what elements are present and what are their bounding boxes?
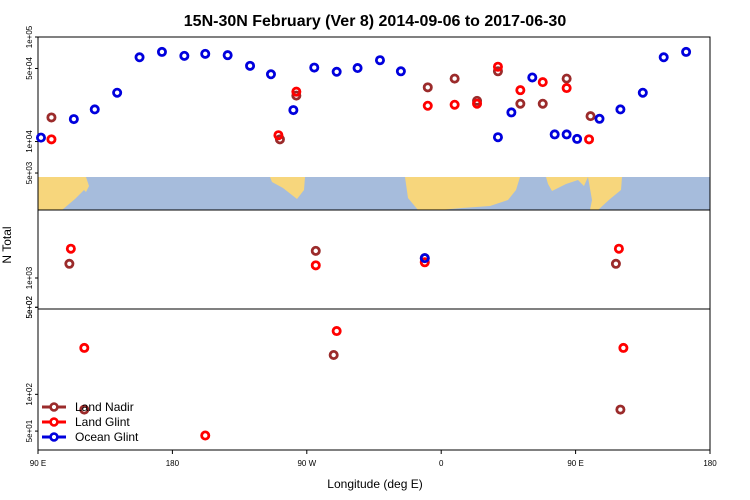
data-point bbox=[222, 50, 233, 61]
data-point bbox=[331, 326, 342, 337]
legend-label: Land Nadir bbox=[75, 400, 134, 414]
data-point bbox=[637, 87, 648, 98]
data-point bbox=[572, 133, 583, 144]
y-tick-label: 5e+03 bbox=[25, 161, 34, 184]
data-point bbox=[64, 258, 75, 269]
legend-marker bbox=[49, 432, 59, 442]
data-point bbox=[374, 55, 385, 66]
data-point bbox=[134, 52, 145, 63]
data-point bbox=[506, 107, 517, 118]
data-point bbox=[419, 257, 430, 268]
y-tick-label: 1e+02 bbox=[25, 383, 34, 406]
data-point bbox=[549, 129, 560, 140]
chart-title: 15N-30N February (Ver 8) 2014-09-06 to 2… bbox=[184, 13, 567, 30]
data-point bbox=[658, 52, 669, 63]
data-point bbox=[492, 61, 503, 72]
data-point bbox=[681, 46, 692, 57]
data-points bbox=[35, 46, 692, 441]
y-tick-label: 5e+04 bbox=[25, 57, 34, 80]
legend-label: Ocean Glint bbox=[75, 430, 139, 444]
data-point bbox=[422, 82, 433, 93]
data-point bbox=[291, 86, 302, 97]
data-point bbox=[395, 66, 406, 77]
world-map-strip bbox=[38, 177, 710, 210]
y-tick-label: 1e+05 bbox=[25, 25, 34, 48]
data-point bbox=[46, 112, 57, 123]
x-tick-label: 90 W bbox=[297, 459, 316, 468]
data-point bbox=[46, 134, 57, 145]
data-point bbox=[79, 342, 90, 353]
data-point bbox=[527, 72, 538, 83]
x-tick-label: 0 bbox=[439, 459, 444, 468]
x-axis-label: Longitude (deg E) bbox=[327, 477, 422, 491]
data-point bbox=[288, 105, 299, 116]
data-point bbox=[310, 260, 321, 271]
legend-marker bbox=[49, 417, 59, 427]
data-point bbox=[156, 46, 167, 57]
data-point bbox=[515, 85, 526, 96]
data-point bbox=[585, 111, 596, 122]
data-point bbox=[610, 258, 621, 269]
x-tick-label: 90 E bbox=[30, 459, 46, 468]
data-point bbox=[331, 66, 342, 77]
data-point bbox=[245, 60, 256, 71]
y-tick-label: 5e+01 bbox=[25, 419, 34, 442]
data-point bbox=[65, 243, 76, 254]
data-point bbox=[310, 245, 321, 256]
data-point bbox=[79, 404, 90, 415]
y-tick-label: 5e+02 bbox=[25, 295, 34, 318]
y-tick-label: 5e+02 bbox=[25, 295, 34, 318]
data-point bbox=[613, 243, 624, 254]
data-point bbox=[561, 83, 572, 94]
data-point bbox=[179, 50, 190, 61]
data-point bbox=[112, 87, 123, 98]
data-point bbox=[89, 104, 100, 115]
data-point bbox=[309, 62, 320, 73]
data-point bbox=[291, 90, 302, 101]
y-axis-label: N Total bbox=[0, 226, 14, 263]
x-axis: 90 E 180 90 W 0 90 E 180 bbox=[30, 450, 717, 468]
data-point bbox=[561, 73, 572, 84]
y-tick-label: 1e+03 bbox=[25, 266, 34, 289]
data-point bbox=[618, 342, 629, 353]
data-point bbox=[273, 130, 284, 141]
legend-label: Land Glint bbox=[75, 415, 130, 429]
data-point bbox=[537, 98, 548, 109]
data-point bbox=[352, 63, 363, 74]
data-point bbox=[419, 253, 430, 264]
y-tick-label: 1e+04 bbox=[25, 130, 34, 153]
legend-marker bbox=[49, 402, 59, 412]
data-point bbox=[584, 134, 595, 145]
data-point bbox=[472, 98, 483, 109]
x-tick-label: 180 bbox=[703, 459, 717, 468]
data-point bbox=[492, 66, 503, 77]
x-tick-label: 90 E bbox=[567, 459, 583, 468]
data-point bbox=[35, 132, 46, 143]
data-point bbox=[68, 114, 79, 125]
data-point bbox=[615, 104, 626, 115]
data-point bbox=[200, 48, 211, 59]
data-point bbox=[265, 69, 276, 80]
data-point bbox=[594, 113, 605, 124]
data-point bbox=[515, 98, 526, 109]
data-point bbox=[449, 99, 460, 110]
data-point bbox=[561, 129, 572, 140]
data-point bbox=[537, 77, 548, 88]
x-tick-label: 180 bbox=[166, 459, 180, 468]
y-axis: 1e+055e+041e+045e+031e+035e+025e+021e+02… bbox=[25, 25, 38, 442]
data-point bbox=[449, 73, 460, 84]
plot-frame bbox=[37, 36, 711, 451]
data-point bbox=[200, 430, 211, 441]
data-point bbox=[492, 132, 503, 143]
data-point bbox=[615, 404, 626, 415]
data-point bbox=[328, 349, 339, 360]
data-point bbox=[422, 100, 433, 111]
